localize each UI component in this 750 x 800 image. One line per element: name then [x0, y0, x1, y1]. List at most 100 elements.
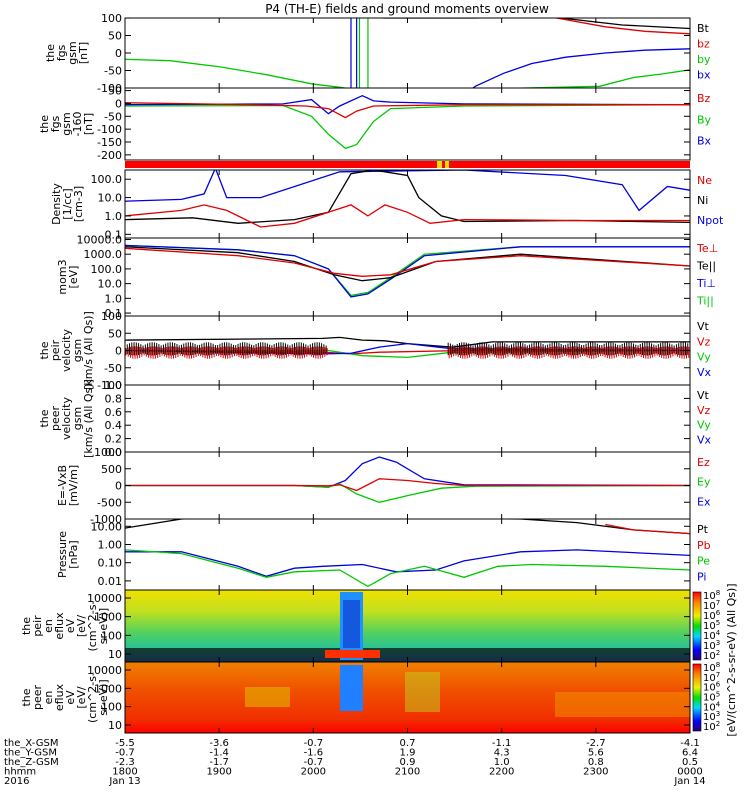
mode-bar: [125, 161, 690, 168]
y-axis-label: gsm: [60, 112, 73, 135]
y-axis-label: eV: [64, 618, 77, 633]
y-tick-label: 10: [108, 648, 122, 661]
y-tick-label: -50: [104, 110, 122, 123]
y-tick-label: 0.0: [105, 446, 123, 459]
colorbar-tick-label: 102: [703, 649, 720, 662]
colorbar-tick-label: 107: [703, 671, 720, 684]
mode-bar-flag: [437, 161, 442, 168]
legend-entry: Npot: [697, 214, 724, 227]
y-tick-label: -100: [97, 379, 122, 392]
y-axis-label: Pressure: [56, 531, 69, 578]
panel-velocity_e: 1.00.80.60.40.20.0 thepeervelocitygsm[km/…: [38, 379, 712, 459]
y-axis-label: peer: [31, 685, 44, 711]
x-row-value: 2000: [301, 767, 326, 778]
y-tick-label: 1000: [94, 682, 122, 695]
y-tick-label: 1.0: [105, 379, 123, 392]
y-axis-label: velocity: [60, 329, 73, 372]
legend-entry: Te||: [696, 260, 716, 273]
y-tick-label: 1000: [94, 446, 122, 459]
y-tick-label: 1.00: [98, 538, 123, 551]
y-tick-label: 100: [101, 629, 122, 642]
series-by-line: [125, 58, 690, 88]
x-row-value: 0000: [677, 767, 702, 778]
y-axis-label: fgs: [55, 44, 68, 61]
series-Bt-line: [367, 18, 690, 30]
legend-entry: Pt: [697, 523, 709, 536]
panel-efield: 1000 500 0 -500 -1000 E=-VxB[mV/m] Ez Ey Ex: [56, 446, 711, 526]
y-tick-label: 0.1: [105, 228, 123, 241]
panel-electron_spectrogram: 10000 1000 100 10 thepeerenefluxeV[eV/(cm^2-…: [20, 661, 691, 734]
legend-entry: Vz: [697, 335, 711, 348]
y-tick-label: 10.00: [91, 520, 123, 533]
y-axis-label: [nPa]: [67, 540, 80, 568]
y-tick-label: 0: [115, 345, 122, 358]
y-tick-label: 1.0: [105, 210, 123, 223]
legend-entry: Ti⊥: [696, 277, 716, 290]
panel-temperature: 10000.0 1000.0 100.0 10.01.0 0.1 mom3[eV] Te⊥ T…: [56, 233, 718, 320]
y-axis-label: sr-eV)]: [97, 608, 110, 644]
mode-bar-flag: [445, 161, 449, 168]
y-tick-label: 0.01: [98, 575, 123, 588]
plasma-sheet-gap-core: [343, 600, 360, 648]
colorbar-tick-label: 106: [703, 609, 721, 622]
y-tick-label: 50: [108, 85, 122, 98]
y-tick-label: -50: [104, 362, 122, 375]
y-axis-label: eflux: [53, 683, 66, 711]
y-tick-label: 1000: [94, 611, 122, 624]
y-tick-label: 0: [115, 480, 122, 493]
legend-entry: Vy: [697, 351, 711, 364]
x-row-value: 2300: [583, 767, 608, 778]
x-row-value: 0.5: [682, 757, 698, 768]
legend-entry: Ey: [697, 476, 711, 489]
series-Ni-line: [125, 170, 690, 224]
y-tick-label: 50: [108, 327, 122, 340]
colorbar-tick-label: 105: [703, 691, 720, 704]
panel-ion_spectrogram: 10000 1000 100 10 thepeirenefluxeV[eV/(cm^2-…: [20, 589, 691, 663]
y-tick-label: 0: [115, 97, 122, 110]
y-tick-label: -200: [97, 149, 122, 162]
series-group: [125, 456, 690, 503]
y-axis-label: [mV/m]: [67, 465, 80, 506]
x-row-value: -1.4: [209, 748, 229, 759]
y-axis-label: en: [42, 619, 55, 633]
velocity-noise: [125, 342, 690, 359]
y-tick-label: 10000: [87, 592, 122, 605]
legend-entry: Ne: [697, 174, 712, 187]
legend-entry: Vx: [697, 433, 712, 446]
y-tick-label: 0.8: [105, 392, 123, 405]
series-Ne-line: [125, 204, 690, 228]
x-row-value: Jan 13: [108, 776, 140, 787]
warm-patch: [405, 672, 440, 712]
series-group: [125, 94, 690, 150]
y-axis-label: Density: [50, 183, 63, 225]
series-Bz-line: [125, 102, 690, 119]
y-axis-label: velocity: [60, 397, 73, 440]
series-Ez-line: [125, 478, 690, 492]
y-axis-label: [eV/: [75, 686, 88, 709]
y-axis-label: (cm^2-s-: [86, 672, 99, 723]
y-tick-label: 10.0: [98, 192, 123, 205]
x-row-value: -1.1: [492, 738, 512, 749]
y-axis-label: (cm^2-s-: [86, 601, 99, 652]
y-axis-label: [eV]: [67, 266, 80, 289]
y-axis-label: en: [42, 691, 55, 705]
y-tick-label: 0: [115, 47, 122, 60]
y-axis-label: peir: [49, 339, 62, 361]
colorbar-tick-label: 108: [703, 589, 720, 602]
panel-fgs_hi: 500-50-100-150-200thefgsgsm-160[nT]BzByB…: [38, 85, 712, 162]
legend-entry: Ni: [697, 194, 708, 207]
panel-frame: [124, 237, 691, 317]
y-axis-label: sr-eV)]: [97, 679, 110, 715]
series-group: [125, 170, 690, 228]
y-tick-label: 0.4: [105, 419, 123, 432]
y-axis-label: [km/s (All Qs)]: [82, 311, 95, 390]
x-row-value: 0.8: [588, 757, 604, 768]
y-axis-label: gsm: [71, 407, 84, 430]
series-Ti-line: [125, 244, 690, 298]
x-row-value: -5.5: [115, 738, 135, 749]
colorbar-scale: [692, 591, 702, 661]
y-tick-label: 100.0: [91, 173, 123, 186]
series-bz-line: [125, 18, 690, 35]
x-row-value: -4.1: [680, 738, 700, 749]
